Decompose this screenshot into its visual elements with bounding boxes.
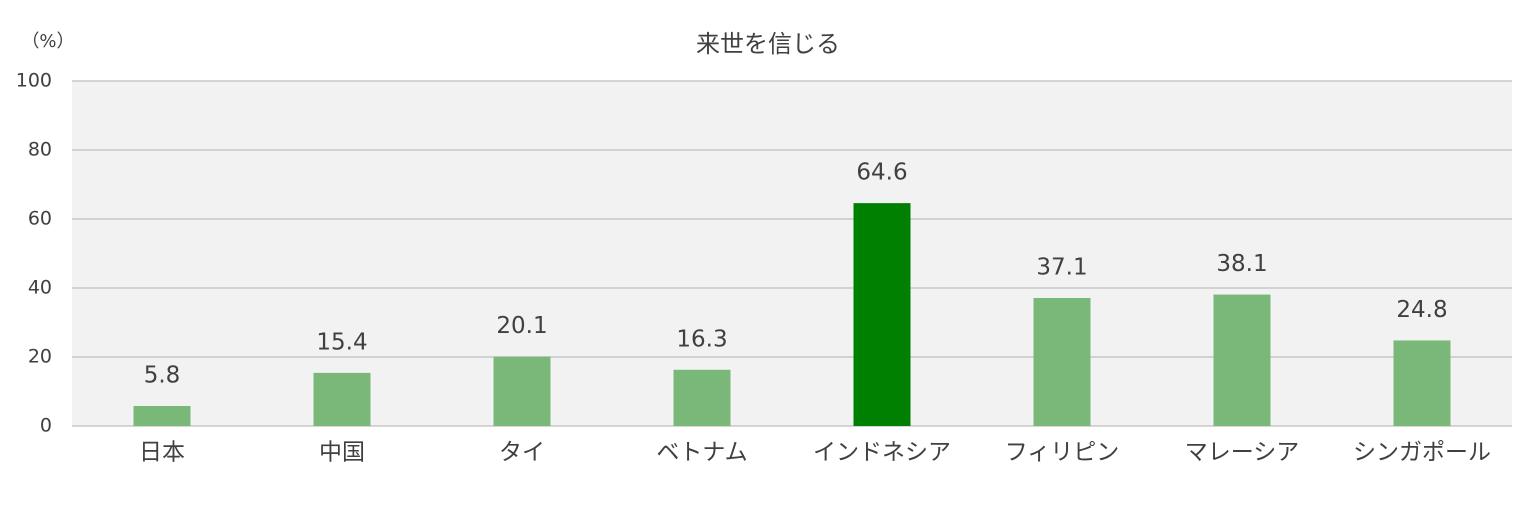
bar xyxy=(313,372,371,426)
x-tick-label: タイ xyxy=(499,440,545,466)
x-tick-label: マレーシア xyxy=(1185,440,1300,466)
bar xyxy=(1213,294,1271,426)
y-unit-label: （%） xyxy=(21,31,74,52)
y-tick-label: 80 xyxy=(28,139,52,161)
value-label: 38.1 xyxy=(1216,251,1267,277)
x-tick-label: インドネシア xyxy=(813,440,951,466)
plot-area xyxy=(72,81,1512,426)
y-tick-label: 100 xyxy=(16,70,52,92)
value-label: 37.1 xyxy=(1036,255,1087,281)
bar xyxy=(673,369,731,426)
y-tick-label: 0 xyxy=(40,415,52,437)
value-label: 20.1 xyxy=(496,313,547,339)
chart-title: 来世を信じる xyxy=(696,30,840,58)
x-tick-label: シンガポール xyxy=(1353,440,1491,466)
value-label: 24.8 xyxy=(1396,297,1447,323)
value-label: 15.4 xyxy=(316,329,367,355)
value-label: 64.6 xyxy=(856,160,907,186)
x-tick-label: 中国 xyxy=(319,440,365,466)
y-tick-label: 20 xyxy=(28,346,52,368)
x-tick-label: フィリピン xyxy=(1005,440,1120,466)
bar xyxy=(1393,340,1451,426)
x-tick-label: ベトナム xyxy=(656,440,747,466)
bar xyxy=(853,203,911,426)
bar xyxy=(1033,298,1091,426)
value-label: 16.3 xyxy=(676,326,727,352)
x-tick-label: 日本 xyxy=(139,440,185,466)
bar xyxy=(493,356,551,426)
y-tick-label: 60 xyxy=(28,208,52,230)
value-label: 5.8 xyxy=(144,362,181,388)
y-tick-label: 40 xyxy=(28,277,52,299)
bar xyxy=(133,405,191,426)
